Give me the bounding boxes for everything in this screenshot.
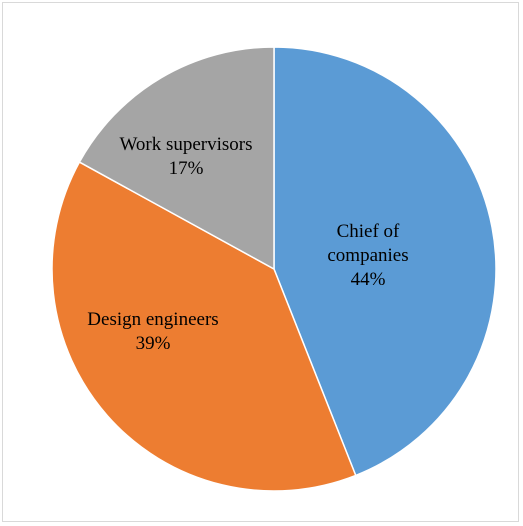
data-label-work-supervisors: Work supervisors 17%	[119, 134, 252, 179]
pie-slice-chief-of-companies	[273, 46, 497, 477]
data-label-design-engineers: Design engineers 39%	[87, 309, 218, 354]
pie-slice-design-engineers	[51, 161, 357, 492]
pie-slice-work-supervisors	[78, 46, 275, 271]
data-label-chief-of-companies: Chief of companies 44%	[327, 221, 408, 290]
